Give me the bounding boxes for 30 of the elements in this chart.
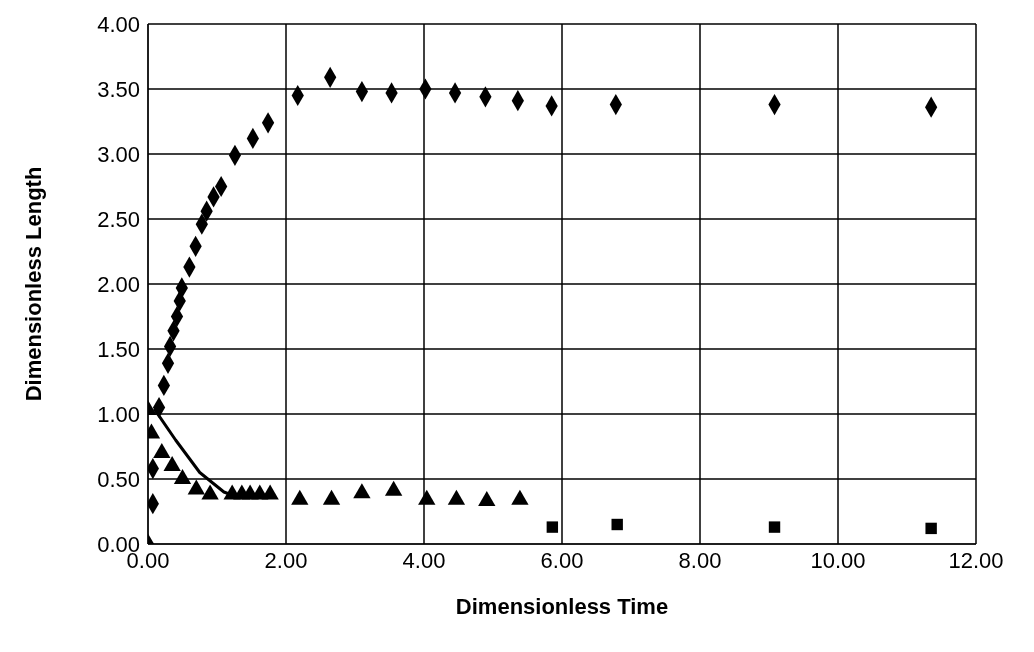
y-axis-title: Dimensionless Length [20, 166, 46, 402]
x-tick-label: 6.00 [540, 547, 584, 573]
x-axis-title: Dimensionless Time [455, 594, 669, 619]
x-tick-label: 2.00 [264, 547, 308, 573]
point [511, 489, 529, 505]
point [291, 489, 309, 505]
y-tick-label: 0.50 [97, 466, 140, 492]
point [201, 484, 219, 500]
x-tick-label: 8.00 [678, 547, 722, 573]
point [261, 484, 279, 500]
y-tick-label: 1.00 [97, 401, 140, 427]
x-tick-label: 4.00 [402, 547, 446, 573]
point [447, 489, 466, 505]
point [163, 456, 181, 471]
y-tick-label: 3.50 [97, 76, 140, 102]
point [173, 469, 192, 484]
x-tick-label: 12.00 [948, 547, 1004, 573]
point [322, 489, 341, 505]
y-tick-label: 3.00 [97, 141, 140, 167]
y-tick-label: 4.00 [97, 11, 140, 37]
point [187, 479, 205, 495]
point [478, 491, 496, 507]
y-tick-label: 1.50 [97, 336, 140, 362]
y-tick-label: 2.50 [97, 206, 140, 232]
point [353, 483, 371, 499]
y-tick-label: 2.00 [97, 271, 140, 297]
point [418, 489, 436, 505]
x-tick-label: 10.00 [810, 547, 866, 573]
point [384, 480, 403, 496]
point [153, 443, 171, 458]
